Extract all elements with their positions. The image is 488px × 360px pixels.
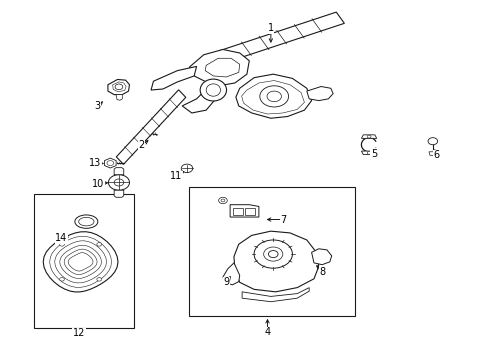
Text: 5: 5 [370, 149, 376, 159]
Text: 14: 14 [55, 233, 67, 243]
Polygon shape [242, 288, 308, 302]
Text: 12: 12 [73, 328, 85, 338]
Circle shape [108, 175, 129, 190]
Text: 10: 10 [92, 179, 104, 189]
Circle shape [427, 138, 437, 145]
Polygon shape [182, 85, 220, 113]
Polygon shape [114, 168, 123, 175]
Text: 4: 4 [264, 327, 270, 337]
Ellipse shape [75, 215, 98, 228]
Circle shape [97, 278, 102, 281]
Polygon shape [361, 135, 376, 138]
Text: 7: 7 [280, 215, 286, 225]
Polygon shape [64, 249, 97, 275]
Polygon shape [219, 12, 344, 62]
Ellipse shape [79, 217, 94, 226]
Circle shape [366, 135, 370, 138]
Text: 11: 11 [170, 171, 182, 181]
Bar [245, 207, 255, 215]
Polygon shape [230, 205, 258, 217]
Circle shape [366, 152, 370, 154]
Polygon shape [60, 245, 101, 278]
Ellipse shape [266, 91, 281, 102]
Bar [232, 207, 242, 215]
Polygon shape [55, 241, 106, 283]
Polygon shape [116, 90, 185, 165]
Polygon shape [108, 80, 129, 95]
Polygon shape [306, 86, 332, 100]
Polygon shape [235, 74, 311, 118]
Polygon shape [361, 151, 376, 154]
Circle shape [60, 278, 64, 281]
Polygon shape [43, 232, 118, 292]
Polygon shape [428, 152, 436, 155]
Text: 8: 8 [319, 267, 325, 277]
Text: 3: 3 [94, 101, 100, 111]
Circle shape [221, 199, 224, 202]
Ellipse shape [206, 84, 220, 96]
Circle shape [97, 243, 102, 246]
Circle shape [115, 84, 122, 90]
Text: 6: 6 [432, 150, 438, 160]
Bar [34, 194, 134, 328]
Text: 2: 2 [138, 140, 144, 150]
Circle shape [107, 161, 113, 166]
Polygon shape [116, 95, 122, 100]
Circle shape [60, 243, 64, 246]
Polygon shape [241, 81, 304, 114]
Polygon shape [223, 263, 239, 285]
Ellipse shape [263, 247, 282, 261]
Text: 1: 1 [267, 23, 273, 33]
Text: 9: 9 [223, 277, 229, 287]
Text: 13: 13 [89, 158, 101, 168]
Polygon shape [233, 231, 318, 292]
Polygon shape [68, 253, 93, 271]
Polygon shape [104, 158, 116, 168]
Ellipse shape [259, 86, 288, 107]
Polygon shape [50, 237, 111, 287]
Polygon shape [205, 58, 239, 77]
Polygon shape [151, 66, 196, 90]
Circle shape [181, 164, 192, 172]
Polygon shape [311, 249, 331, 265]
Polygon shape [114, 190, 123, 197]
Circle shape [114, 179, 123, 186]
Polygon shape [144, 130, 150, 135]
Circle shape [268, 251, 278, 258]
Polygon shape [112, 82, 126, 92]
Circle shape [218, 197, 227, 204]
Ellipse shape [254, 240, 292, 268]
Bar [189, 187, 354, 316]
Polygon shape [189, 49, 249, 85]
Ellipse shape [200, 79, 226, 101]
